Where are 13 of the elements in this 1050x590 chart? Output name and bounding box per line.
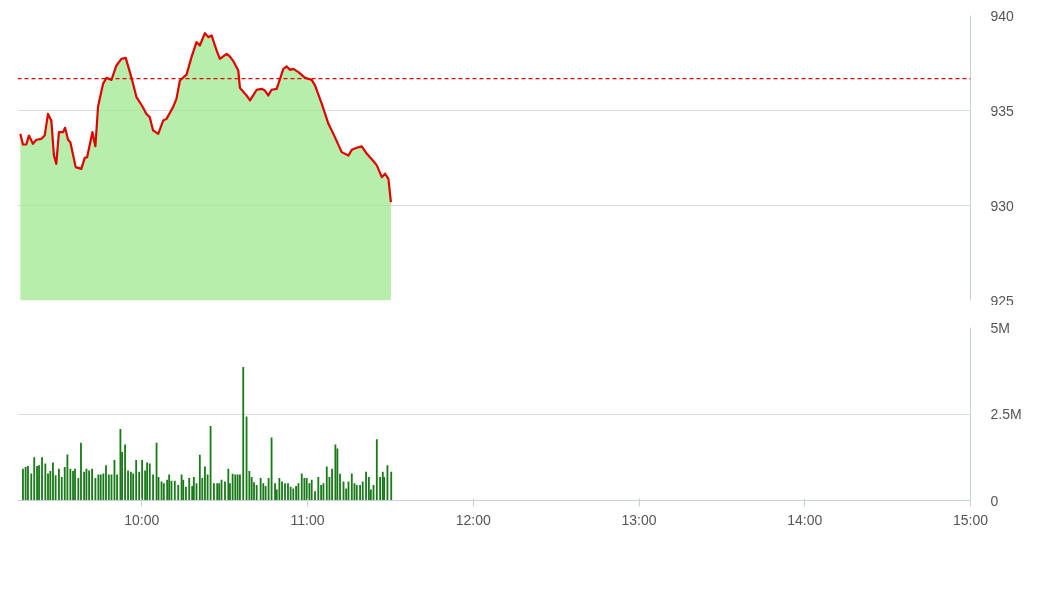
y-tick-label: 925 (990, 292, 1015, 309)
y-tick-label: 0 (990, 492, 999, 509)
y-tick-label: 940 (990, 7, 1015, 24)
x-tick-label: 12:00 (455, 511, 492, 528)
x-tick-label: 10:00 (124, 511, 160, 528)
y-tick-label: 935 (990, 102, 1015, 119)
x-tick-label: 13:00 (621, 511, 657, 528)
x-tick-label: 15:00 (952, 511, 989, 528)
y-tick-label: 5M (990, 319, 1010, 336)
y-tick-label: 2.5M (990, 406, 1022, 422)
x-tick-label: 14:00 (787, 511, 823, 528)
y-tick-label: 930 (990, 197, 1015, 214)
x-tick-label: 11:00 (290, 511, 325, 528)
